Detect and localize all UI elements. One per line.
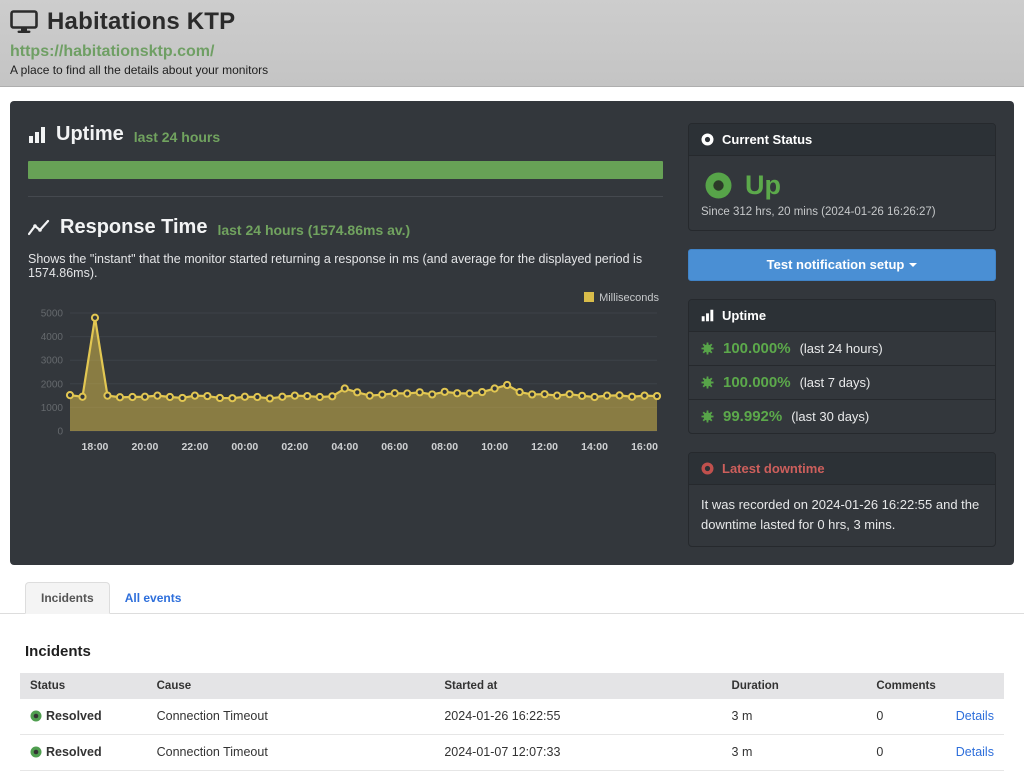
chart-legend: Milliseconds (28, 292, 663, 304)
caret-down-icon (909, 263, 917, 267)
events-section: Incidents All events Incidents Status Ca… (0, 565, 1024, 771)
monitor-url-link[interactable]: https://habitationsktp.com/ (10, 43, 214, 61)
response-description: Shows the "instant" that the monitor sta… (28, 252, 663, 280)
svg-text:4000: 4000 (41, 332, 64, 343)
col-started-at: Started at (434, 673, 721, 699)
tab-incidents[interactable]: Incidents (25, 582, 110, 614)
svg-text:3000: 3000 (41, 356, 64, 367)
uptime-panel-header: Uptime (722, 308, 766, 323)
table-row: Resolved Connection Timeout 2024-01-07 1… (20, 735, 1004, 771)
svg-text:08:00: 08:00 (431, 441, 458, 453)
latest-downtime-panel: Latest downtime It was recorded on 2024-… (688, 452, 996, 547)
status-dot-icon (701, 133, 714, 146)
dashboard-panel: Uptime last 24 hours Response Time last … (10, 101, 1014, 565)
legend-label: Milliseconds (599, 292, 659, 304)
current-status-header: Current Status (722, 132, 812, 147)
site-header: Habitations KTP https://habitationsktp.c… (0, 0, 1024, 87)
svg-text:16:00: 16:00 (631, 441, 658, 453)
incident-status: Resolved (20, 735, 147, 771)
uptime-row-24h: 100.000% (last 24 hours) (689, 332, 995, 365)
svg-text:06:00: 06:00 (381, 441, 408, 453)
incident-duration: 3 m (722, 735, 867, 771)
uptime-row-7d: 100.000% (last 7 days) (689, 365, 995, 399)
svg-text:2000: 2000 (41, 379, 64, 390)
charts-column: Uptime last 24 hours Response Time last … (28, 123, 663, 547)
burst-icon (701, 410, 714, 423)
incidents-heading: Incidents (25, 643, 1024, 660)
svg-text:10:00: 10:00 (481, 441, 508, 453)
col-status: Status (20, 673, 147, 699)
incident-started-at: 2024-01-07 12:07:33 (434, 735, 721, 771)
response-section-subtitle: last 24 hours (1574.86ms av.) (217, 218, 410, 238)
table-row: Resolved Connection Timeout 2024-01-26 1… (20, 699, 1004, 735)
svg-text:5000: 5000 (41, 309, 64, 320)
up-status-icon (705, 172, 732, 199)
bar-chart-icon (28, 126, 46, 144)
svg-text:04:00: 04:00 (331, 441, 358, 453)
col-comments: Comments (866, 673, 945, 699)
page-title: Habitations KTP (47, 8, 235, 36)
page-tagline: A place to find all the details about yo… (10, 63, 1014, 77)
incident-cause: Connection Timeout (147, 699, 435, 735)
svg-text:00:00: 00:00 (231, 441, 258, 453)
incidents-table: Status Cause Started at Duration Comment… (20, 673, 1004, 771)
incident-status: Resolved (20, 699, 147, 735)
status-since-text: Since 312 hrs, 20 mins (2024-01-26 16:26… (701, 206, 983, 218)
svg-text:02:00: 02:00 (281, 441, 308, 453)
line-chart-icon (28, 219, 50, 237)
svg-text:22:00: 22:00 (181, 441, 208, 453)
incident-comments: 0 (866, 735, 945, 771)
col-cause: Cause (147, 673, 435, 699)
svg-text:18:00: 18:00 (82, 441, 109, 453)
svg-text:1000: 1000 (41, 403, 64, 414)
response-section-title: Response Time (60, 216, 207, 239)
burst-icon (701, 376, 714, 389)
response-time-chart: Milliseconds 0 1000 2000 3000 4000 5000 18:00 2… (28, 292, 663, 462)
svg-text:0: 0 (57, 427, 63, 438)
incident-comments: 0 (866, 699, 945, 735)
current-status-panel: Current Status Up Since 312 hrs, 20 mins… (688, 123, 996, 231)
status-up-label: Up (745, 170, 781, 201)
latest-downtime-text: It was recorded on 2024-01-26 16:22:55 a… (701, 495, 983, 534)
burst-icon (701, 342, 714, 355)
svg-text:12:00: 12:00 (531, 441, 558, 453)
tab-all-events[interactable]: All events (110, 583, 197, 613)
latest-downtime-header: Latest downtime (722, 461, 825, 476)
downtime-dot-icon (701, 462, 714, 475)
uptime-stats-panel: Uptime 100.000% (last 24 hours) 100.000%… (688, 299, 996, 434)
chart-canvas: 0 1000 2000 3000 4000 5000 18:00 20:00 22:00 00:0… (28, 305, 663, 457)
incident-details-link[interactable]: Details (956, 745, 994, 759)
col-details (946, 673, 1004, 699)
events-tabs: Incidents All events (0, 582, 1024, 614)
svg-text:14:00: 14:00 (581, 441, 608, 453)
col-duration: Duration (722, 673, 867, 699)
uptime-status-bar (28, 161, 663, 179)
incident-details-link[interactable]: Details (956, 709, 994, 723)
status-sidebar: Current Status Up Since 312 hrs, 20 mins… (688, 123, 996, 547)
incident-duration: 3 m (722, 699, 867, 735)
uptime-section-title: Uptime (56, 123, 124, 146)
uptime-row-30d: 99.992% (last 30 days) (689, 399, 995, 433)
test-notification-button[interactable]: Test notification setup (688, 249, 996, 281)
uptime-section-subtitle: last 24 hours (134, 125, 220, 145)
svg-text:20:00: 20:00 (132, 441, 159, 453)
incident-cause: Connection Timeout (147, 735, 435, 771)
bar-chart-icon (701, 309, 714, 322)
monitor-icon (10, 10, 38, 34)
table-header-row: Status Cause Started at Duration Comment… (20, 673, 1004, 699)
divider (28, 196, 663, 197)
legend-swatch (584, 292, 594, 302)
incident-started-at: 2024-01-26 16:22:55 (434, 699, 721, 735)
